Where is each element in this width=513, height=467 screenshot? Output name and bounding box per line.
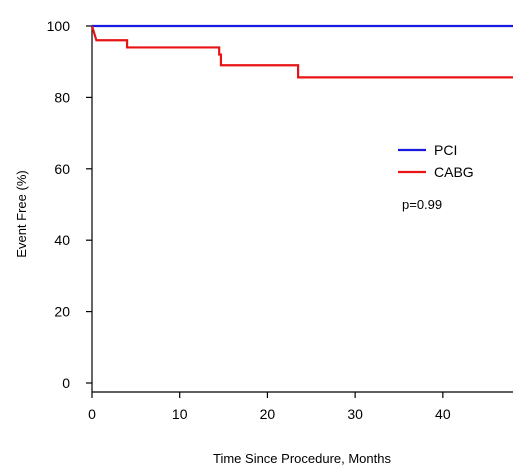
y-tick-label: 0 (62, 375, 70, 391)
y-axis-title: Event Free (%) (14, 170, 29, 257)
legend: PCI CABG (398, 142, 474, 180)
x-tick-label: 30 (347, 406, 363, 422)
legend-label-pci: PCI (434, 142, 457, 158)
x-tick-label: 40 (435, 406, 451, 422)
ticks-layer: 0 20 40 60 80 100 0 10 20 30 40 (47, 18, 451, 422)
series-layer (90, 24, 513, 79)
x-tick-label: 20 (260, 406, 276, 422)
y-tick-label: 20 (54, 304, 70, 320)
y-tick-label: 80 (54, 89, 70, 105)
p-value-annotation: p=0.99 (402, 197, 442, 212)
axes (91, 26, 513, 393)
y-tick-label: 60 (54, 161, 70, 177)
y-tick-label: 100 (47, 18, 71, 34)
x-axis-title: Time Since Procedure, Months (213, 451, 391, 466)
x-tick-label: 0 (88, 406, 96, 422)
x-tick-label: 10 (172, 406, 188, 422)
y-tick-label: 40 (54, 232, 70, 248)
legend-label-cabg: CABG (434, 164, 474, 180)
series-line-cabg (90, 25, 513, 79)
